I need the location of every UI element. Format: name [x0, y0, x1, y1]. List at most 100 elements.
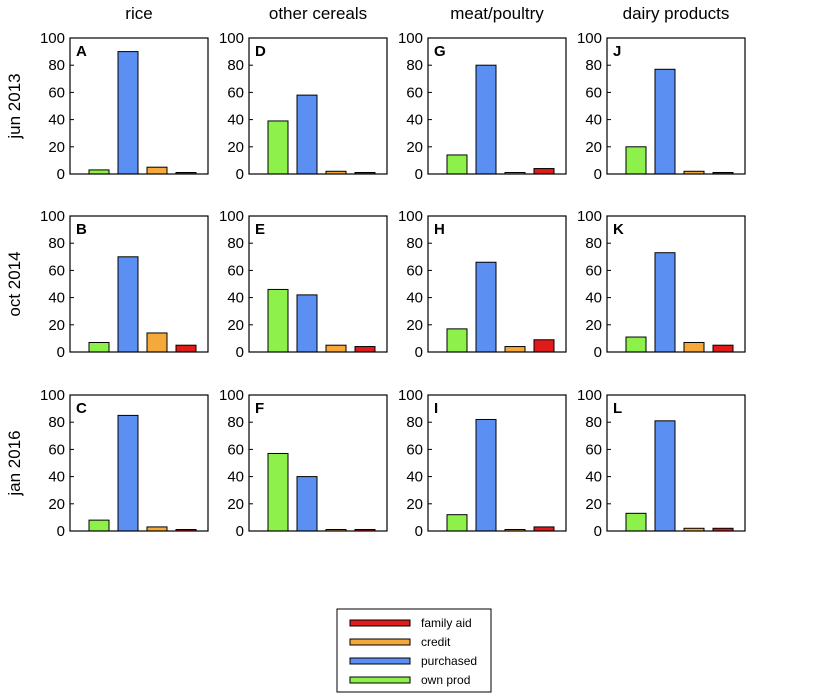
panel-h-ytick-label-40: 40	[406, 290, 423, 307]
panel-d-ytick-label-100: 100	[219, 30, 244, 47]
panel-f-frame	[248, 394, 388, 532]
panel-k-ytick-label-100: 100	[577, 208, 602, 225]
panel-l-ytick-label-0: 0	[594, 523, 602, 540]
panel-b-ytick-label-40: 40	[48, 290, 65, 307]
panel-a-letter: A	[76, 43, 87, 60]
panel-d-letter: D	[255, 43, 266, 60]
panel-j-ytick-label-60: 60	[585, 84, 602, 101]
panel-g-ytick-label-40: 40	[406, 112, 423, 129]
panel-d-ytick-label-60: 60	[227, 84, 244, 101]
panel-i-ytick-label-60: 60	[406, 441, 423, 458]
panel-f-ytick-label-100: 100	[219, 387, 244, 404]
panel-h-bar-own-prod	[446, 328, 468, 353]
legend-label-purchased: purchased	[421, 654, 477, 668]
panel-h-ytick-label-20: 20	[406, 317, 423, 334]
panel-d-ytick-label-80: 80	[227, 57, 244, 74]
panel-c-letter: C	[76, 400, 87, 417]
panel-e-ytick-label-40: 40	[227, 290, 244, 307]
panel-i-ytick-label-40: 40	[406, 469, 423, 486]
panel-k-bar-family-aid	[712, 344, 734, 353]
panel-b-bar-purchased	[117, 256, 139, 353]
panel-f-ytick-label-60: 60	[227, 441, 244, 458]
panel-f-bar-own-prod	[267, 452, 289, 532]
panel-d-bar-purchased	[296, 94, 318, 175]
legend-swatch-family-aid	[349, 619, 411, 627]
panel-j-ytick-label-20: 20	[585, 139, 602, 156]
panel-d-bar-own-prod	[267, 120, 289, 175]
panel-l-ytick-label-80: 80	[585, 414, 602, 431]
panel-i-letter: I	[434, 400, 438, 417]
legend-swatch-own-prod	[349, 676, 411, 684]
panel-g-bar-own-prod	[446, 154, 468, 175]
row-title-jun-2013: jun 2013	[5, 73, 24, 139]
panel-j-ytick-label-80: 80	[585, 57, 602, 74]
panel-a-bar-credit	[146, 166, 168, 175]
panel-b-bar-family-aid	[175, 344, 197, 353]
panel-l-ytick-label-100: 100	[577, 387, 602, 404]
panel-i-ytick-label-20: 20	[406, 496, 423, 513]
panel-c-ytick-label-100: 100	[40, 387, 65, 404]
panel-a-ytick-label-20: 20	[48, 139, 65, 156]
legend-label-credit: credit	[421, 635, 451, 649]
panel-e-ytick-label-60: 60	[227, 262, 244, 279]
panel-i-bar-own-prod	[446, 514, 468, 532]
panel-f-bar-purchased	[296, 476, 318, 532]
panel-k-ytick-label-40: 40	[585, 290, 602, 307]
panel-k-bar-purchased	[654, 252, 676, 353]
panel-f-ytick-label-80: 80	[227, 414, 244, 431]
panel-k-bar-credit	[683, 341, 705, 353]
panel-l-letter: L	[613, 400, 622, 417]
panel-l-bar-purchased	[654, 420, 676, 532]
panel-d-ytick-label-40: 40	[227, 112, 244, 129]
row-title-oct-2014: oct 2014	[5, 251, 24, 316]
panel-f-ytick-label-0: 0	[236, 523, 244, 540]
panel-k-ytick-label-0: 0	[594, 344, 602, 361]
panel-g-ytick-label-20: 20	[406, 139, 423, 156]
panel-a-bar-purchased	[117, 51, 139, 175]
panel-a-ytick-label-80: 80	[48, 57, 65, 74]
panel-b-letter: B	[76, 221, 87, 238]
panel-k-ytick-label-80: 80	[585, 235, 602, 252]
panel-e-bar-credit	[325, 344, 347, 353]
panel-f-ytick-label-40: 40	[227, 469, 244, 486]
panel-l-ytick-label-40: 40	[585, 469, 602, 486]
panel-c-bar-purchased	[117, 414, 139, 532]
panel-a-frame	[69, 37, 209, 175]
panel-a-bar-own-prod	[88, 169, 110, 175]
column-title-dairy-products: dairy products	[623, 4, 730, 23]
panel-b-frame	[69, 215, 209, 353]
panel-h-bar-credit	[504, 346, 526, 353]
panel-b-ytick-label-0: 0	[57, 344, 65, 361]
panel-k-ytick-label-60: 60	[585, 262, 602, 279]
panel-c-frame	[69, 394, 209, 532]
panel-i-ytick-label-80: 80	[406, 414, 423, 431]
column-title-rice: rice	[125, 4, 152, 23]
panel-a-ytick-label-40: 40	[48, 112, 65, 129]
panel-g-ytick-label-60: 60	[406, 84, 423, 101]
panel-b-bar-credit	[146, 332, 168, 353]
panel-a-ytick-label-0: 0	[57, 166, 65, 183]
panel-c-ytick-label-20: 20	[48, 496, 65, 513]
panel-k-frame	[606, 215, 746, 353]
panel-e-ytick-label-0: 0	[236, 344, 244, 361]
panel-g-ytick-label-0: 0	[415, 166, 423, 183]
panel-g-bar-purchased	[475, 64, 497, 175]
panel-h-ytick-label-0: 0	[415, 344, 423, 361]
panel-i-bar-family-aid	[533, 526, 555, 532]
row-title-jan-2016: jan 2016	[5, 430, 24, 496]
panel-e-ytick-label-20: 20	[227, 317, 244, 334]
panel-e-letter: E	[255, 221, 265, 238]
panel-g-letter: G	[434, 43, 446, 60]
panel-l-bar-own-prod	[625, 512, 647, 532]
panel-b-bar-own-prod	[88, 341, 110, 353]
panel-g-ytick-label-80: 80	[406, 57, 423, 74]
panel-f-ytick-label-20: 20	[227, 496, 244, 513]
column-title-meat-poultry: meat/poultry	[450, 4, 544, 23]
panel-a-ytick-label-60: 60	[48, 84, 65, 101]
panel-i-ytick-label-100: 100	[398, 387, 423, 404]
panel-c-ytick-label-60: 60	[48, 441, 65, 458]
panel-h-ytick-label-100: 100	[398, 208, 423, 225]
panel-b-ytick-label-100: 100	[40, 208, 65, 225]
panel-d-ytick-label-0: 0	[236, 166, 244, 183]
panel-f-letter: F	[255, 400, 264, 417]
